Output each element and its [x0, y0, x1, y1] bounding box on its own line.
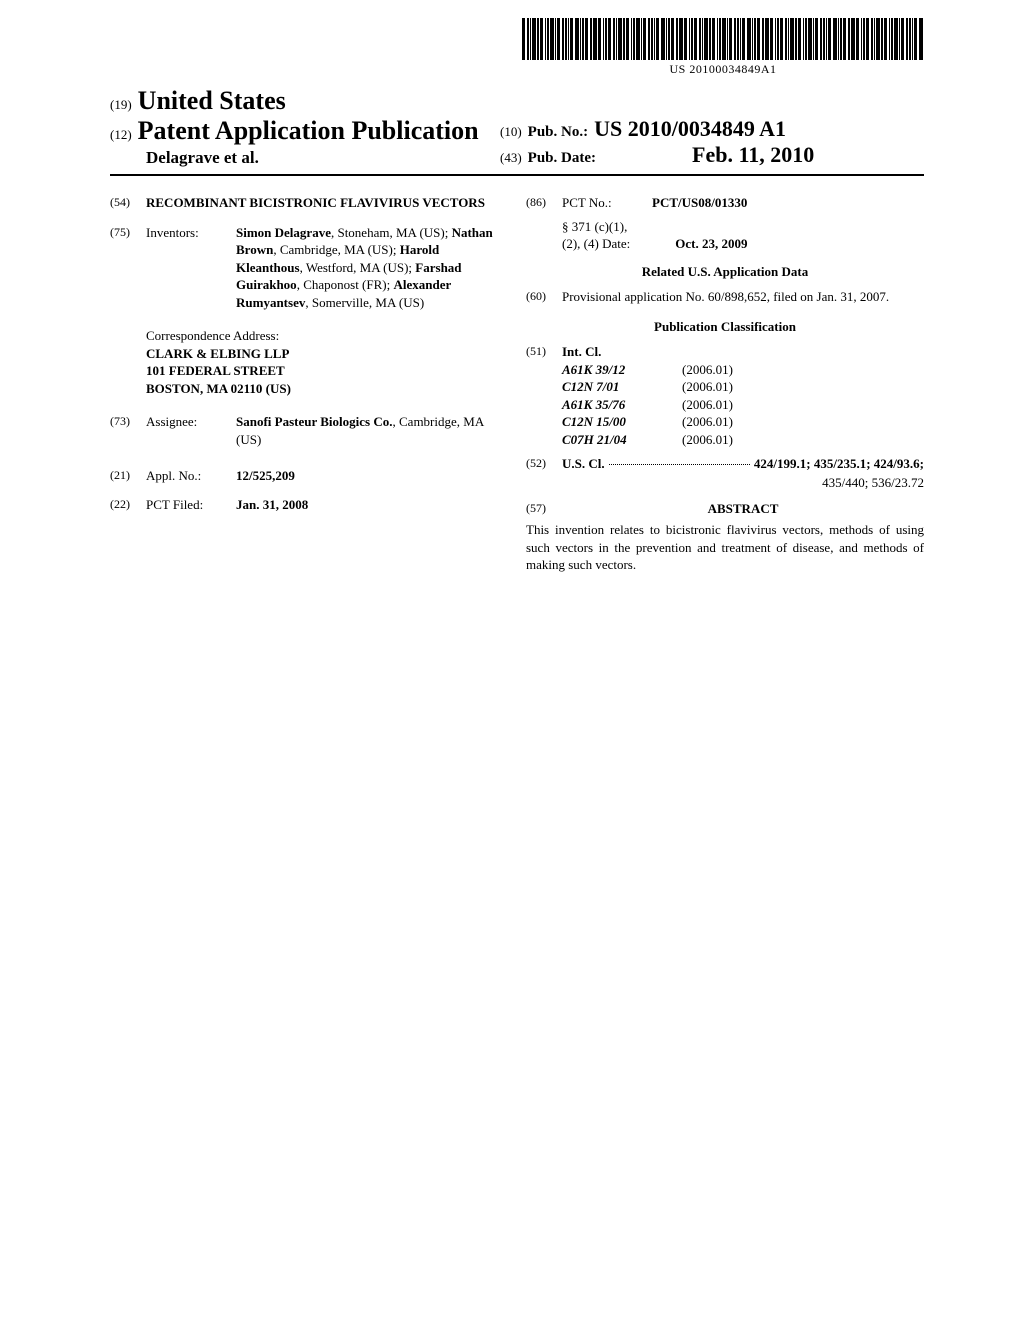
int-cl-year: (2006.01) [682, 361, 733, 379]
abstract-text: This invention relates to bicistronic fl… [526, 521, 924, 574]
field-57-num: (57) [526, 500, 562, 518]
int-cl-year: (2006.01) [682, 431, 733, 449]
field-57: (57) ABSTRACT [526, 500, 924, 518]
field-54: (54) RECOMBINANT BICISTRONIC FLAVIVIRUS … [110, 194, 508, 212]
field-86-num: (86) [526, 194, 562, 212]
header-right: (10) Pub. No.: US 2010/0034849 A1 (43) P… [500, 116, 814, 168]
s371-line1: § 371 (c)(1), [562, 218, 924, 236]
field-51-num: (51) [526, 343, 562, 448]
field-51: (51) Int. Cl. A61K 39/12(2006.01)C12N 7/… [526, 343, 924, 448]
inventors-list: Simon Delagrave, Stoneham, MA (US); Nath… [236, 224, 508, 312]
field-54-num: (54) [110, 194, 146, 212]
barcode [522, 18, 924, 60]
int-cl-year: (2006.01) [682, 378, 733, 396]
field-52-num: (52) [526, 455, 562, 473]
field-73-num: (73) [110, 413, 146, 448]
s371-text-1: § 371 (c)(1), [562, 219, 627, 234]
pub-date-value: Feb. 11, 2010 [692, 142, 814, 168]
pct-filed-value: Jan. 31, 2008 [236, 497, 308, 512]
header-rule [110, 174, 924, 176]
us-cl-value-2: 435/440; 536/23.72 [526, 474, 924, 492]
int-cl-row: C12N 15/00(2006.01) [562, 413, 924, 431]
assignee-name: Sanofi Pasteur Biologics Co. [236, 414, 393, 429]
left-column: (54) RECOMBINANT BICISTRONIC FLAVIVIRUS … [110, 194, 508, 574]
pub-no-value: US 2010/0034849 A1 [594, 116, 786, 142]
field-60-num: (60) [526, 288, 562, 306]
us-cl-value-1: 424/199.1; 435/235.1; 424/93.6; [754, 455, 924, 473]
field-43-num: (43) [500, 150, 522, 166]
correspondence-line-2: BOSTON, MA 02110 (US) [146, 380, 508, 398]
correspondence-address: Correspondence Address: CLARK & ELBING L… [146, 327, 508, 397]
field-21-num: (21) [110, 467, 146, 485]
int-cl-code: A61K 39/12 [562, 361, 682, 379]
s371-date: Oct. 23, 2009 [675, 236, 747, 251]
field-86: (86) PCT No.: PCT/US08/01330 [526, 194, 924, 212]
field-60: (60) Provisional application No. 60/898,… [526, 288, 924, 306]
assignee-label: Assignee: [146, 413, 236, 448]
correspondence-line-1: 101 FEDERAL STREET [146, 362, 508, 380]
int-cl-code: C12N 7/01 [562, 378, 682, 396]
body-columns: (54) RECOMBINANT BICISTRONIC FLAVIVIRUS … [110, 194, 924, 574]
appl-no-value: 12/525,209 [236, 468, 295, 483]
pub-class-heading: Publication Classification [526, 318, 924, 336]
field-73: (73) Assignee: Sanofi Pasteur Biologics … [110, 413, 508, 448]
int-cl-label: Int. Cl. [562, 343, 924, 361]
int-cl-row: A61K 39/12(2006.01) [562, 361, 924, 379]
pub-date-label: Pub. Date: [528, 150, 596, 167]
right-column: (86) PCT No.: PCT/US08/01330 § 371 (c)(1… [526, 194, 924, 574]
int-cl-code: C07H 21/04 [562, 431, 682, 449]
pct-filed-label: PCT Filed: [146, 496, 236, 514]
barcode-text: US 20100034849A1 [522, 62, 924, 77]
correspondence-label: Correspondence Address: [146, 327, 508, 345]
int-cl-table: A61K 39/12(2006.01)C12N 7/01(2006.01)A61… [562, 361, 924, 449]
correspondence-line-0: CLARK & ELBING LLP [146, 345, 508, 363]
abstract-label: ABSTRACT [708, 501, 779, 516]
int-cl-row: C07H 21/04(2006.01) [562, 431, 924, 449]
country: United States [138, 86, 286, 116]
pct-no-value: PCT/US08/01330 [652, 195, 747, 210]
field-22: (22) PCT Filed: Jan. 31, 2008 [110, 496, 508, 514]
barcode-region: US 20100034849A1 [522, 18, 924, 77]
assignee-value: Sanofi Pasteur Biologics Co., Cambridge,… [236, 413, 508, 448]
s371-line2: (2), (4) Date: Oct. 23, 2009 [562, 235, 924, 253]
provisional-text: Provisional application No. 60/898,652, … [562, 288, 924, 306]
field-22-num: (22) [110, 496, 146, 514]
field-10-num: (10) [500, 124, 522, 140]
int-cl-row: C12N 7/01(2006.01) [562, 378, 924, 396]
field-75-num: (75) [110, 224, 146, 312]
int-cl-year: (2006.01) [682, 396, 733, 414]
leader-dots [609, 455, 750, 465]
pct-no-label: PCT No.: [562, 194, 652, 212]
int-cl-row: A61K 35/76(2006.01) [562, 396, 924, 414]
int-cl-code: C12N 15/00 [562, 413, 682, 431]
s371-text-2: (2), (4) Date: [562, 235, 672, 253]
field-21: (21) Appl. No.: 12/525,209 [110, 467, 508, 485]
field-75: (75) Inventors: Simon Delagrave, Stoneha… [110, 224, 508, 312]
int-cl-code: A61K 35/76 [562, 396, 682, 414]
int-cl-year: (2006.01) [682, 413, 733, 431]
field-52: (52) U.S. Cl. 424/199.1; 435/235.1; 424/… [526, 455, 924, 473]
related-data-heading: Related U.S. Application Data [526, 263, 924, 281]
appl-no-label: Appl. No.: [146, 467, 236, 485]
invention-title: RECOMBINANT BICISTRONIC FLAVIVIRUS VECTO… [146, 194, 508, 212]
field-12-num: (12) [110, 127, 132, 143]
us-cl-label: U.S. Cl. [562, 455, 605, 473]
inventors-label: Inventors: [146, 224, 236, 312]
pub-no-label: Pub. No.: [528, 124, 588, 141]
field-19-num: (19) [110, 97, 132, 113]
publication-type: Patent Application Publication [138, 116, 479, 146]
